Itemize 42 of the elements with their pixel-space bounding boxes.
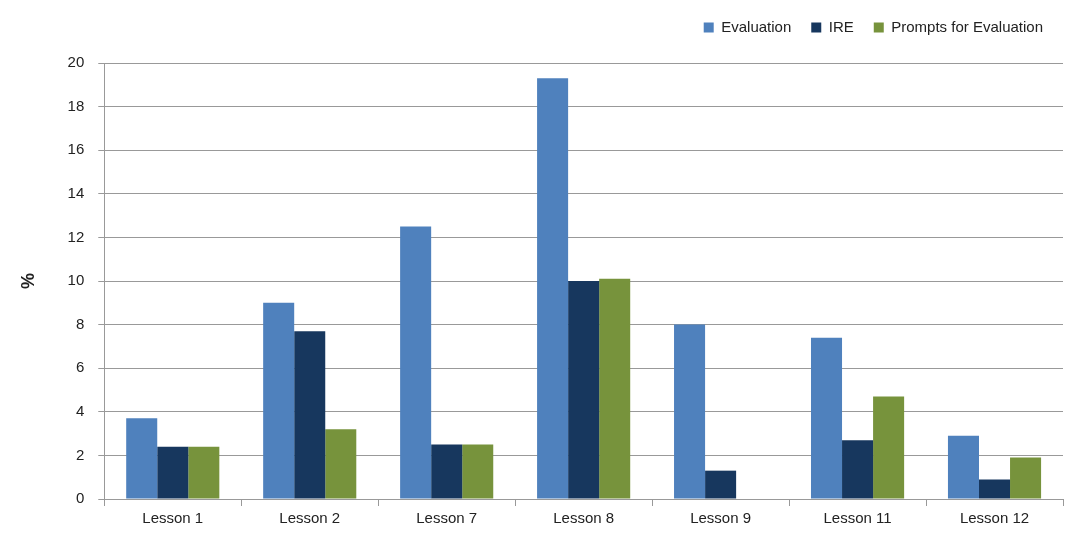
x-tick-label: Lesson 9 xyxy=(690,509,752,527)
bar xyxy=(294,331,326,499)
bar xyxy=(126,418,158,499)
legend-label: IRE xyxy=(828,17,854,35)
bar xyxy=(431,444,463,499)
bar xyxy=(811,337,843,499)
x-tick-label: Lesson 8 xyxy=(553,509,615,527)
x-tick-label: Lesson 2 xyxy=(279,509,341,527)
legend-label: Evaluation xyxy=(721,17,792,35)
y-tick-label: 14 xyxy=(67,183,85,201)
bar xyxy=(705,470,737,499)
bar xyxy=(462,444,494,499)
bar xyxy=(1010,457,1042,499)
y-tick-label: 20 xyxy=(67,53,85,71)
y-tick-label: 16 xyxy=(67,140,85,158)
bar xyxy=(400,226,432,499)
bar xyxy=(873,396,905,499)
legend-label: Prompts for Evaluation xyxy=(891,17,1044,35)
bar xyxy=(674,324,706,499)
y-tick-label: 8 xyxy=(75,314,85,332)
bar xyxy=(947,435,979,499)
y-tick-label: 18 xyxy=(67,96,85,114)
bar xyxy=(599,278,631,499)
x-tick-label: Lesson 1 xyxy=(142,509,204,527)
bar xyxy=(537,78,569,499)
y-axis-title: % xyxy=(17,272,38,290)
bar xyxy=(568,281,600,499)
y-tick-label: 12 xyxy=(67,227,85,245)
y-tick-label: 10 xyxy=(67,271,85,289)
bar xyxy=(188,446,220,499)
y-tick-label: 4 xyxy=(75,401,85,419)
y-tick-label: 6 xyxy=(75,358,85,376)
bar xyxy=(157,446,189,499)
bar xyxy=(842,440,874,499)
bar xyxy=(325,429,357,499)
x-tick-label: Lesson 11 xyxy=(823,509,892,527)
x-tick-label: Lesson 7 xyxy=(416,509,478,527)
x-tick-label: Lesson 12 xyxy=(959,509,1030,527)
y-tick-label: 0 xyxy=(75,489,85,507)
y-tick-label: 2 xyxy=(75,445,85,463)
bar xyxy=(263,302,295,499)
bar xyxy=(979,479,1011,499)
